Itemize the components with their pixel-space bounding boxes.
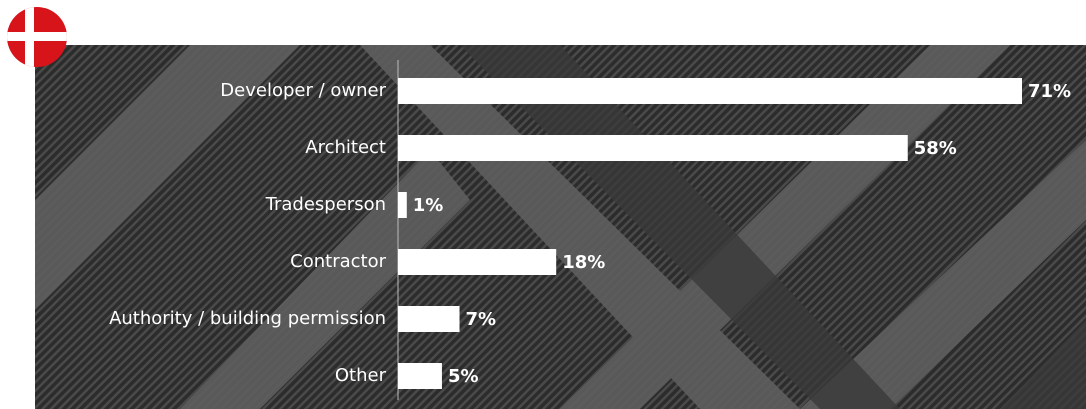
category-label: Architect — [305, 137, 386, 158]
value-label: 1% — [413, 195, 444, 216]
bar — [398, 135, 908, 161]
category-label: Contractor — [290, 251, 386, 272]
value-label: 71% — [1028, 81, 1071, 102]
category-label: Other — [335, 365, 387, 386]
value-label: 58% — [914, 138, 957, 159]
value-label: 7% — [466, 309, 497, 330]
bar — [398, 306, 460, 332]
category-label: Tradesperson — [265, 194, 386, 215]
bar — [398, 249, 557, 275]
bar — [398, 78, 1022, 104]
value-label: 5% — [448, 366, 479, 387]
category-label: Authority / building permission — [109, 308, 386, 329]
category-label: Developer / owner — [220, 80, 386, 101]
bar — [398, 363, 442, 389]
value-label: 18% — [562, 252, 605, 273]
bar — [398, 192, 407, 218]
flag — [7, 7, 67, 67]
